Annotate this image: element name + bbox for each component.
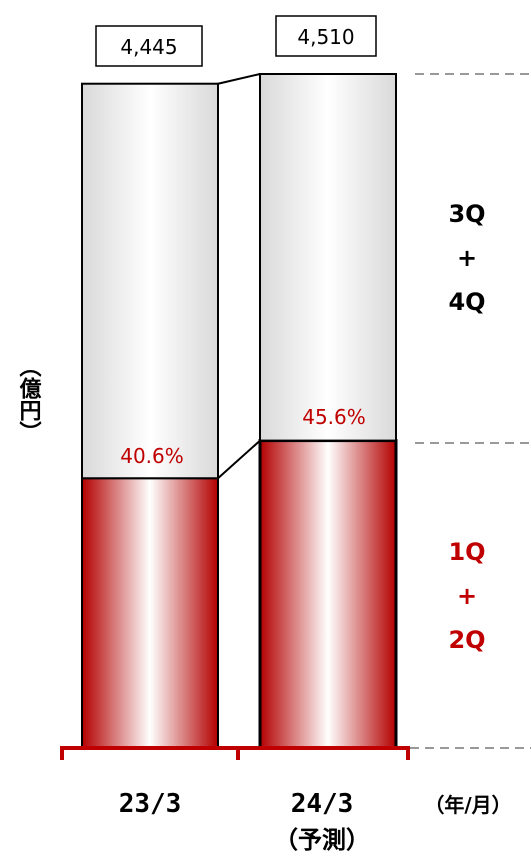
bar-23-3-first-half	[81, 477, 219, 749]
segment-label-bottom: 2Q	[448, 626, 485, 654]
share-label: 40.6%	[120, 444, 184, 468]
total-label-box	[95, 25, 203, 67]
bar-23-3-second-half	[81, 82, 219, 480]
segment-label-top: 4Q	[448, 288, 485, 316]
category-label: 24/3	[291, 789, 354, 819]
segment-label-bottom: 1Q	[448, 538, 485, 566]
connector-line-split	[217, 439, 261, 479]
segment-label-bottom: +	[457, 582, 477, 610]
total-label: 4,445	[120, 35, 177, 59]
category-sublabel: （予測）	[274, 826, 370, 854]
segment-label-top: +	[457, 244, 477, 272]
bar-24-3-first-half	[258, 439, 398, 750]
x-unit-label: （年/月）	[424, 793, 511, 817]
segment-label-top: 3Q	[448, 200, 485, 228]
y-axis-label: （億円）	[16, 355, 42, 443]
share-label: 45.6%	[302, 405, 366, 429]
connector-line-total	[217, 73, 261, 85]
total-label: 4,510	[297, 25, 354, 49]
bar-24-3-second-half	[259, 73, 397, 442]
category-label: 23/3	[119, 789, 182, 819]
total-label-box	[275, 15, 377, 57]
